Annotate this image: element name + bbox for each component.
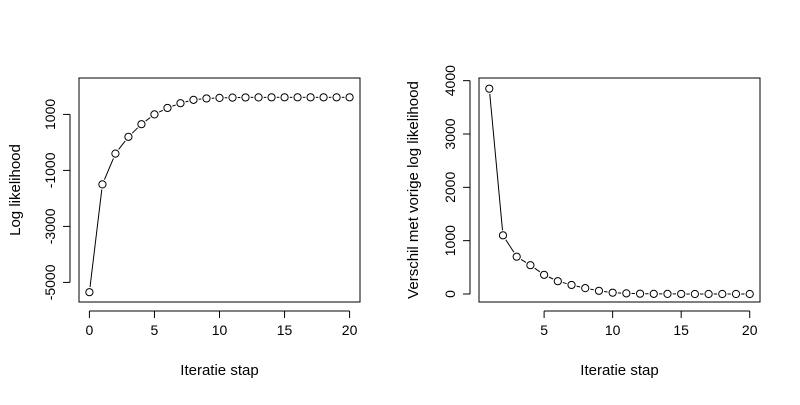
series-segment xyxy=(506,240,514,253)
data-point xyxy=(527,262,534,269)
data-point xyxy=(294,94,301,101)
data-point xyxy=(636,290,643,297)
data-point xyxy=(268,94,275,101)
series-segment xyxy=(172,105,175,106)
data-point xyxy=(346,94,353,101)
x-tick-label: 20 xyxy=(742,322,758,338)
data-point xyxy=(664,290,671,297)
data-point xyxy=(203,95,210,102)
data-point xyxy=(333,94,340,101)
data-point xyxy=(746,290,753,297)
data-point xyxy=(568,281,575,288)
data-point xyxy=(691,290,698,297)
y-tick-label: 0 xyxy=(442,290,458,298)
data-point xyxy=(650,290,657,297)
x-tick-label: 15 xyxy=(277,322,293,338)
data-point xyxy=(307,94,314,101)
series-segment xyxy=(577,286,581,287)
y-tick-label: 3000 xyxy=(442,118,458,149)
data-point xyxy=(216,94,223,101)
y-tick-label: -1000 xyxy=(42,152,58,188)
series-segment xyxy=(549,277,553,279)
data-point xyxy=(320,94,327,101)
data-point xyxy=(513,253,520,260)
y-tick-label: 1000 xyxy=(42,99,58,130)
data-point xyxy=(86,289,93,296)
data-point xyxy=(499,232,506,239)
data-point xyxy=(229,94,236,101)
series-segment xyxy=(104,158,113,179)
data-point xyxy=(705,290,712,297)
y-tick-label: 1000 xyxy=(442,225,458,256)
plot-frame xyxy=(479,78,760,302)
data-point xyxy=(609,289,616,296)
x-tick-label: 10 xyxy=(212,322,228,338)
data-point xyxy=(242,94,249,101)
x-tick-label: 0 xyxy=(86,322,94,338)
series-segment xyxy=(132,128,138,133)
series-segment xyxy=(119,141,126,150)
x-tick-label: 10 xyxy=(605,322,621,338)
data-point xyxy=(595,287,602,294)
data-point xyxy=(554,278,561,285)
x-tick-label: 5 xyxy=(151,322,159,338)
series-segment xyxy=(563,283,567,284)
series-segment xyxy=(146,118,151,122)
data-point xyxy=(623,290,630,297)
data-point xyxy=(732,290,739,297)
plot-frame xyxy=(79,78,360,302)
chart-panel-2: 5 10 15 20 0 1000 2000 3000 4000 Iteratie stap Ver… xyxy=(405,65,760,379)
y-tick-label: -3000 xyxy=(42,208,58,244)
series-segment xyxy=(490,94,503,230)
data-point xyxy=(678,290,685,297)
data-point xyxy=(719,290,726,297)
data-point xyxy=(255,94,262,101)
data-point xyxy=(138,121,145,128)
x-axis-label: Iteratie stap xyxy=(580,362,658,379)
data-point xyxy=(582,285,589,292)
data-point xyxy=(99,181,106,188)
series-segment xyxy=(590,289,593,290)
data-point xyxy=(281,94,288,101)
y-axis-label: Log likelihood xyxy=(7,144,24,236)
series-segment xyxy=(535,268,540,272)
data-point xyxy=(177,100,184,107)
y-axis-label: Verschil met vorige log likelihood xyxy=(405,81,422,299)
y-tick-label: 2000 xyxy=(442,172,458,203)
series-segment xyxy=(90,190,102,287)
series-segment xyxy=(186,101,189,102)
y-tick-label: -5000 xyxy=(42,264,58,300)
x-axis-label: Iteratie stap xyxy=(180,362,258,379)
y-tick-label: 4000 xyxy=(442,65,458,96)
data-point xyxy=(541,271,548,278)
data-point xyxy=(164,104,171,111)
data-point xyxy=(125,133,132,140)
data-point xyxy=(190,96,197,103)
data-point xyxy=(112,150,119,157)
x-tick-label: 5 xyxy=(540,322,548,338)
data-point xyxy=(486,85,493,92)
data-point xyxy=(151,111,158,118)
x-tick-label: 15 xyxy=(673,322,689,338)
x-tick-label: 20 xyxy=(342,322,358,338)
series-segment xyxy=(521,259,526,262)
series-segment xyxy=(159,110,163,112)
chart-panel-1: 0 5 10 15 20 -5000 -3000 -1000 1000 Iteratie stap… xyxy=(7,78,360,379)
